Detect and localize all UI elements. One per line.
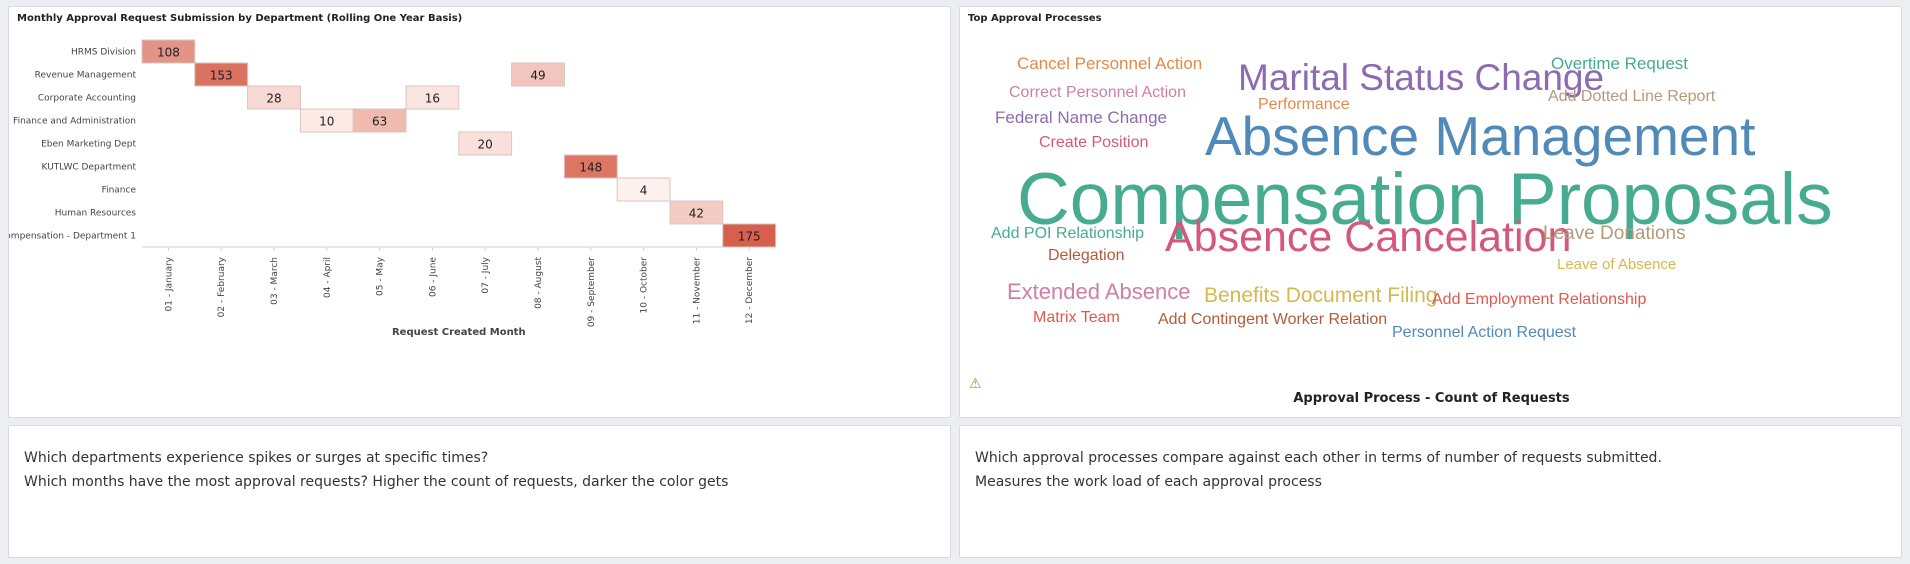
heatmap-title: Monthly Approval Request Submission by D… xyxy=(17,13,463,24)
heatmap-cell-value: 10 xyxy=(319,115,334,129)
wordcloud-word[interactable]: Create Position xyxy=(1039,134,1149,151)
wordcloud-word[interactable]: Personnel Action Request xyxy=(1392,324,1577,341)
heatmap-cell xyxy=(669,200,724,225)
wordcloud-word[interactable]: Absence Cancelation xyxy=(1165,213,1572,261)
wordcloud-word[interactable]: Leave of Absence xyxy=(1557,256,1677,273)
wordcloud-word[interactable]: Delegation xyxy=(1048,247,1125,264)
x-tick-label: 03 - March xyxy=(270,257,280,305)
heatmap-cell-value: 63 xyxy=(372,115,387,129)
x-tick-label: 04 - April xyxy=(323,257,333,298)
heatmap-cell-value: 28 xyxy=(266,92,281,106)
heatmap-cell xyxy=(352,108,407,133)
heatmap-cell xyxy=(247,85,301,110)
wordcloud-caption: Approval Process - Count of Requests xyxy=(1293,391,1570,406)
heatmap-description-line: Which departments experience spikes or s… xyxy=(24,450,489,466)
heatmap-cell xyxy=(511,62,565,87)
x-tick-label: 01 - January xyxy=(164,256,174,311)
heatmap-cell-value: 148 xyxy=(579,161,602,175)
wordcloud-word[interactable]: Marital Status Change xyxy=(1238,57,1605,98)
wordcloud-word[interactable]: Extended Absence xyxy=(1007,279,1191,304)
warning-icon[interactable]: ⚠ xyxy=(969,375,982,391)
heatmap-cell-value: 42 xyxy=(689,207,704,221)
x-tick-label: 07 - July xyxy=(481,256,491,293)
wordcloud-title: Top Approval Processes xyxy=(968,13,1102,24)
wordcloud-word[interactable]: Correct Personnel Action xyxy=(1009,84,1186,101)
x-tick-label: 02 - February xyxy=(217,256,227,317)
wordcloud-panel: Top Approval Processes Compensation Prop… xyxy=(959,6,1902,418)
wordcloud-word[interactable]: Add Contingent Worker Relation xyxy=(1158,311,1388,328)
heatmap-cell xyxy=(616,177,671,202)
x-tick-label: 10 - October xyxy=(640,257,650,314)
heatmap-cell-value: 153 xyxy=(210,69,233,83)
wordcloud-word[interactable]: Add POI Relationship xyxy=(991,225,1144,242)
wordcloud-word[interactable]: Overtime Request xyxy=(1551,54,1688,73)
y-tick-label: KUTLWC Department xyxy=(42,163,137,173)
heatmap-cell-value: 20 xyxy=(478,138,493,152)
y-tick-label: eCompensation - Department 1 xyxy=(9,232,136,242)
heatmap-cell-value: 49 xyxy=(530,69,545,83)
y-tick-label: Finance xyxy=(102,186,137,196)
x-tick-label: 09 - September xyxy=(587,257,597,327)
heatmap-cell xyxy=(405,85,460,110)
heatmap-cell xyxy=(563,154,618,179)
heatmap-description-line: Which months have the most approval requ… xyxy=(24,474,729,490)
heatmap-cell xyxy=(141,39,196,64)
x-tick-label: 05 - May xyxy=(376,256,386,296)
x-tick-label: 12 - December xyxy=(745,257,755,324)
x-tick-label: 06 - June xyxy=(428,257,438,297)
heatmap-cell xyxy=(722,223,777,248)
y-tick-label: Revenue Management xyxy=(35,71,137,81)
wordcloud-word[interactable]: Federal Name Change xyxy=(995,108,1167,127)
heatmap-description: Which departments experience spikes or s… xyxy=(24,446,728,494)
y-tick-label: Finance and Administration xyxy=(13,117,136,127)
wordcloud-word[interactable]: Compensation Proposals xyxy=(1017,159,1833,240)
heatmap-cell-value: 4 xyxy=(640,184,648,198)
x-tick-label: 11 - November xyxy=(692,257,702,325)
wordcloud-word[interactable]: Absence Management xyxy=(1205,105,1756,167)
y-tick-label: Corporate Accounting xyxy=(38,94,136,104)
wordcloud-word[interactable]: Benefits Document Filing xyxy=(1204,284,1438,307)
wordcloud-word[interactable]: Matrix Team xyxy=(1033,309,1120,326)
heatmap-cell-value: 16 xyxy=(425,92,440,106)
y-tick-label: Eben Marketing Dept xyxy=(41,140,136,150)
wordcloud-description-panel: Which approval processes compare against… xyxy=(959,425,1902,558)
wordcloud-word[interactable]: Add Dotted Line Report xyxy=(1548,88,1716,105)
wordcloud: Compensation Proposals Absence Management… xyxy=(960,29,1901,382)
heatmap-cell xyxy=(458,131,513,156)
y-tick-label: Human Resources xyxy=(55,209,137,219)
x-tick-label: 08 - August xyxy=(534,257,544,309)
wordcloud-description: Which approval processes compare against… xyxy=(975,446,1662,494)
x-axis-title: Request Created Month xyxy=(392,327,526,338)
wordcloud-word[interactable]: Leave Donations xyxy=(1543,223,1686,244)
wordcloud-description-line: Measures the work load of each approval … xyxy=(975,474,1322,490)
y-tick-label: HRMS Division xyxy=(71,48,136,58)
wordcloud-word[interactable]: Add Employment Relationship xyxy=(1432,291,1647,308)
wordcloud-word[interactable]: Cancel Personnel Action xyxy=(1017,54,1203,73)
heatmap-cell-value: 175 xyxy=(738,230,761,244)
wordcloud-word[interactable]: Performance xyxy=(1258,96,1350,113)
heatmap-description-panel: Which departments experience spikes or s… xyxy=(8,425,951,558)
heatmap-chart: HRMS Division Revenue Management Corporate… xyxy=(9,39,777,338)
wordcloud-description-line: Which approval processes compare against… xyxy=(975,450,1662,466)
heatmap-cell xyxy=(194,62,249,87)
heatmap-panel: Monthly Approval Request Submission by D… xyxy=(8,6,951,418)
heatmap-cell-value: 108 xyxy=(157,46,180,60)
